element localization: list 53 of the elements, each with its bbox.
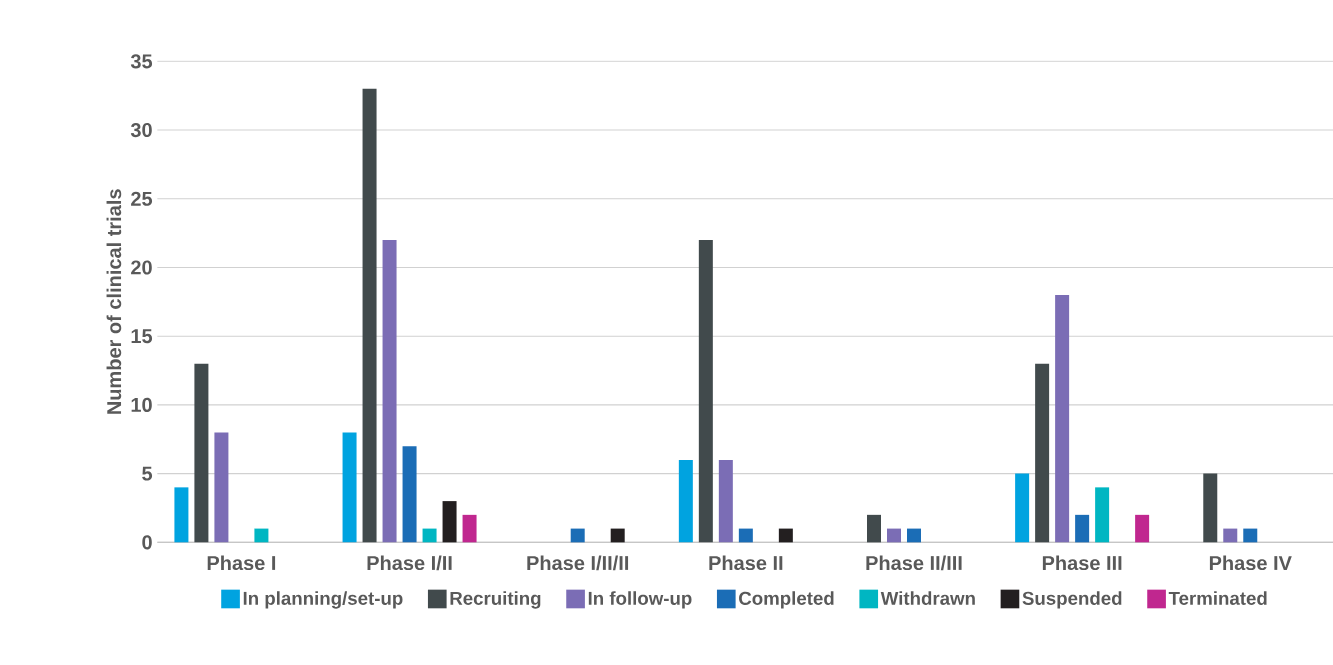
bar bbox=[1095, 487, 1110, 543]
bar bbox=[698, 239, 713, 543]
bar bbox=[1243, 528, 1258, 543]
bar bbox=[778, 528, 793, 543]
x-tick-label: Phase I bbox=[207, 555, 276, 571]
bar bbox=[462, 514, 477, 543]
bar bbox=[382, 239, 397, 543]
bar bbox=[1035, 363, 1050, 543]
legend-label: Suspended bbox=[1022, 591, 1122, 609]
bar bbox=[1135, 514, 1150, 543]
bar bbox=[1203, 473, 1218, 543]
bar bbox=[678, 459, 693, 543]
y-tick-label: 35 bbox=[130, 54, 153, 69]
bar bbox=[866, 514, 881, 543]
y-tick-label: 0 bbox=[142, 535, 152, 550]
bar bbox=[422, 528, 437, 543]
legend-label: Completed bbox=[739, 591, 834, 609]
bar bbox=[214, 432, 229, 543]
y-tick-label: 15 bbox=[131, 329, 153, 344]
bar bbox=[1055, 294, 1070, 543]
bar bbox=[1223, 528, 1238, 543]
y-axis-title: Number of clinical trials bbox=[106, 189, 122, 414]
y-tick-label: 20 bbox=[131, 260, 152, 275]
bar bbox=[906, 528, 921, 543]
legend-label: In planning/set-up bbox=[243, 591, 403, 609]
bar bbox=[1075, 514, 1090, 543]
x-tick-label: Phase II bbox=[709, 555, 783, 571]
bar bbox=[442, 501, 457, 543]
bar bbox=[342, 432, 357, 543]
x-tick-label: Phase I/II/II bbox=[527, 555, 629, 571]
x-tick-label: Phase IV bbox=[1209, 555, 1292, 571]
legend-label: In follow-up bbox=[588, 591, 692, 609]
legend-label: Terminated bbox=[1168, 591, 1267, 605]
bar bbox=[254, 528, 269, 543]
bar bbox=[886, 528, 901, 543]
y-tick-label: 5 bbox=[142, 466, 153, 481]
y-tick-label: 25 bbox=[131, 191, 153, 206]
y-tick-label: 10 bbox=[131, 397, 152, 412]
bar bbox=[194, 363, 209, 543]
y-tick-label: 30 bbox=[130, 122, 152, 138]
legend-label: Recruiting bbox=[450, 591, 541, 609]
x-tick-label: Phase I/II bbox=[367, 555, 452, 571]
bar bbox=[738, 528, 753, 543]
bar bbox=[570, 528, 585, 543]
bar bbox=[174, 487, 189, 543]
bar bbox=[402, 446, 417, 543]
x-tick-label: Phase II/III bbox=[866, 555, 962, 571]
bar bbox=[718, 459, 733, 543]
x-tick-label: Phase III bbox=[1042, 555, 1122, 571]
bar bbox=[1015, 473, 1030, 543]
bar bbox=[610, 528, 625, 543]
bar bbox=[362, 88, 377, 543]
legend-label: Withdrawn bbox=[880, 591, 975, 605]
